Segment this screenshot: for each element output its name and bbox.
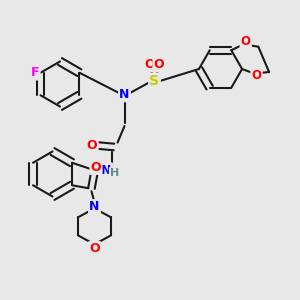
- Text: O: O: [91, 161, 101, 174]
- Text: H: H: [110, 168, 119, 178]
- Text: O: O: [251, 69, 262, 82]
- Text: N: N: [101, 164, 112, 177]
- Text: S: S: [149, 74, 160, 88]
- Text: O: O: [154, 58, 164, 71]
- Text: O: O: [87, 139, 98, 152]
- Text: N: N: [89, 200, 100, 213]
- Text: N: N: [119, 88, 130, 101]
- Text: O: O: [89, 242, 100, 255]
- Text: O: O: [145, 58, 155, 71]
- Text: F: F: [31, 66, 39, 79]
- Text: O: O: [241, 35, 251, 48]
